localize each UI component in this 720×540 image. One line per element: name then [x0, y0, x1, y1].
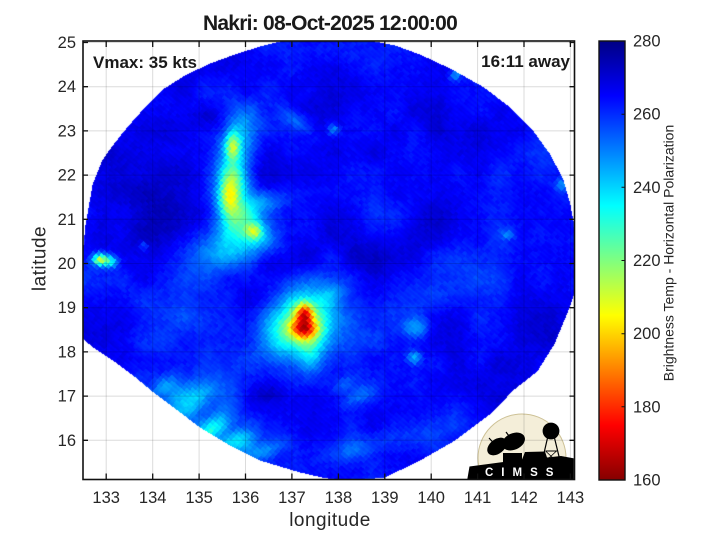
svg-text:140: 140 [417, 489, 445, 507]
svg-text:240: 240 [633, 179, 661, 197]
svg-text:latitude: latitude [30, 226, 51, 291]
svg-text:160: 160 [633, 472, 661, 490]
svg-text:24: 24 [58, 78, 76, 96]
svg-text:18: 18 [58, 343, 76, 361]
svg-text:Brightness Temp - Horizontal P: Brightness Temp - Horizontal Polarizatio… [661, 125, 677, 382]
svg-text:136: 136 [232, 489, 260, 507]
svg-text:260: 260 [633, 106, 661, 124]
svg-text:139: 139 [371, 489, 399, 507]
svg-text:16:11 away: 16:11 away [481, 52, 570, 71]
svg-text:141: 141 [464, 489, 492, 507]
svg-text:143: 143 [557, 489, 585, 507]
svg-text:133: 133 [92, 489, 120, 507]
svg-text:180: 180 [633, 398, 661, 416]
svg-text:20: 20 [58, 255, 76, 273]
svg-text:134: 134 [139, 489, 167, 507]
svg-text:280: 280 [633, 33, 661, 51]
svg-text:longitude: longitude [289, 510, 371, 531]
svg-text:23: 23 [58, 122, 76, 140]
svg-text:19: 19 [58, 299, 76, 317]
svg-text:142: 142 [510, 489, 538, 507]
svg-text:Vmax: 35 kts: Vmax: 35 kts [93, 53, 197, 72]
svg-text:25: 25 [58, 34, 76, 52]
svg-text:200: 200 [633, 325, 661, 343]
svg-text:21: 21 [58, 211, 76, 229]
svg-text:16: 16 [58, 432, 76, 450]
svg-text:138: 138 [325, 489, 353, 507]
svg-text:22: 22 [58, 167, 76, 185]
svg-text:17: 17 [58, 388, 76, 406]
svg-text:CIMSS: CIMSS [485, 467, 561, 479]
svg-text:220: 220 [633, 252, 661, 270]
svg-text:135: 135 [185, 489, 213, 507]
svg-text:Nakri: 08-Oct-2025 12:00:00: Nakri: 08-Oct-2025 12:00:00 [203, 12, 457, 35]
svg-text:137: 137 [278, 489, 306, 507]
